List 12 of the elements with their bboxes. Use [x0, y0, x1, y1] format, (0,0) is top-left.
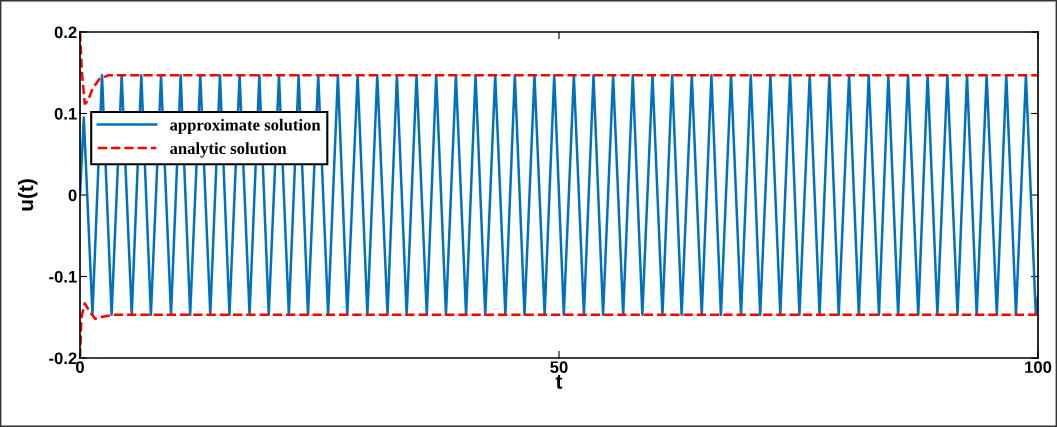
y-tick-label: 0 — [68, 189, 77, 202]
line-series — [80, 73, 1038, 317]
x-tick-label: 50 — [550, 361, 568, 374]
y-tick-label: 0.2 — [54, 26, 77, 39]
x-tick-label: 100 — [1025, 361, 1052, 374]
y-tick-label: -0.2 — [49, 352, 77, 365]
legend-label: analytic solution — [170, 142, 287, 158]
y-tick-label: -0.1 — [49, 270, 77, 283]
y-tick-label: 0.1 — [54, 107, 77, 120]
legend-label: approximate solution — [170, 118, 321, 134]
y-axis-title: u(t) — [17, 179, 38, 211]
x-axis-title: t — [555, 375, 563, 389]
